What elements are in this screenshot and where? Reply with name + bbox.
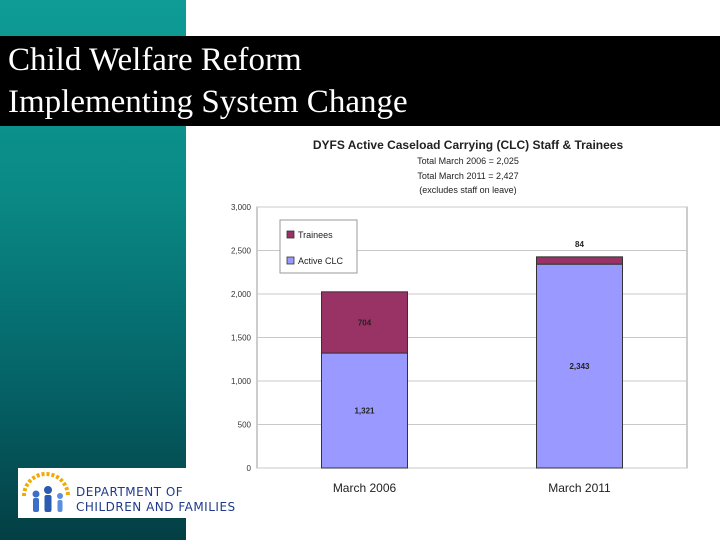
y-tick-label: 1,500 [231, 334, 252, 343]
data-label: 704 [358, 318, 372, 327]
legend-swatch [286, 230, 295, 239]
y-tick-label: 1,000 [231, 377, 252, 386]
bar-segment [321, 352, 408, 469]
data-label: 2,343 [569, 362, 590, 371]
family-sun-icon [22, 472, 70, 512]
bar-segment [321, 291, 408, 354]
x-tick-label: March 2006 [333, 481, 397, 495]
y-tick-label: 0 [247, 464, 252, 473]
caseload-chart: DYFS Active Caseload Carrying (CLC) Staf… [190, 126, 720, 502]
dcf-logo: DEPARTMENT OF CHILDREN AND FAMILIES [18, 468, 235, 518]
data-label: 84 [575, 240, 584, 249]
legend-label: Trainees [298, 230, 333, 240]
y-tick-label: 2,000 [231, 290, 252, 299]
bar-segment [536, 256, 623, 265]
y-tick-label: 500 [238, 421, 252, 430]
logo-text-line-1: DEPARTMENT OF [76, 485, 184, 499]
y-tick-label: 2,500 [231, 247, 252, 256]
data-label: 1,321 [354, 407, 375, 416]
chart-title: DYFS Active Caseload Carrying (CLC) Staf… [312, 138, 624, 152]
chart-subtitle-1: Total March 2006 = 2,025 [417, 156, 519, 166]
legend-label: Active CLC [298, 256, 344, 266]
chart-plot-svg: 0 500 1,000 1,500 2,000 2,500 3,000 1,321 704 Mar… [231, 203, 688, 495]
logo-text-line-2: CHILDREN AND FAMILIES [76, 500, 236, 514]
title-banner: Child Welfare Reform Implementing System… [0, 36, 720, 126]
x-tick-label: March 2011 [548, 481, 611, 495]
slide-title-line-1: Child Welfare Reform [8, 42, 302, 78]
legend-swatch [286, 256, 295, 265]
chart-subtitle-2: Total March 2011 = 2,427 [417, 171, 519, 181]
slide-title-line-2: Implementing System Change [8, 84, 408, 120]
y-tick-label: 3,000 [231, 203, 252, 212]
chart-subtitle-3: (excludes staff on leave) [419, 185, 517, 195]
bar-segment [536, 263, 623, 469]
